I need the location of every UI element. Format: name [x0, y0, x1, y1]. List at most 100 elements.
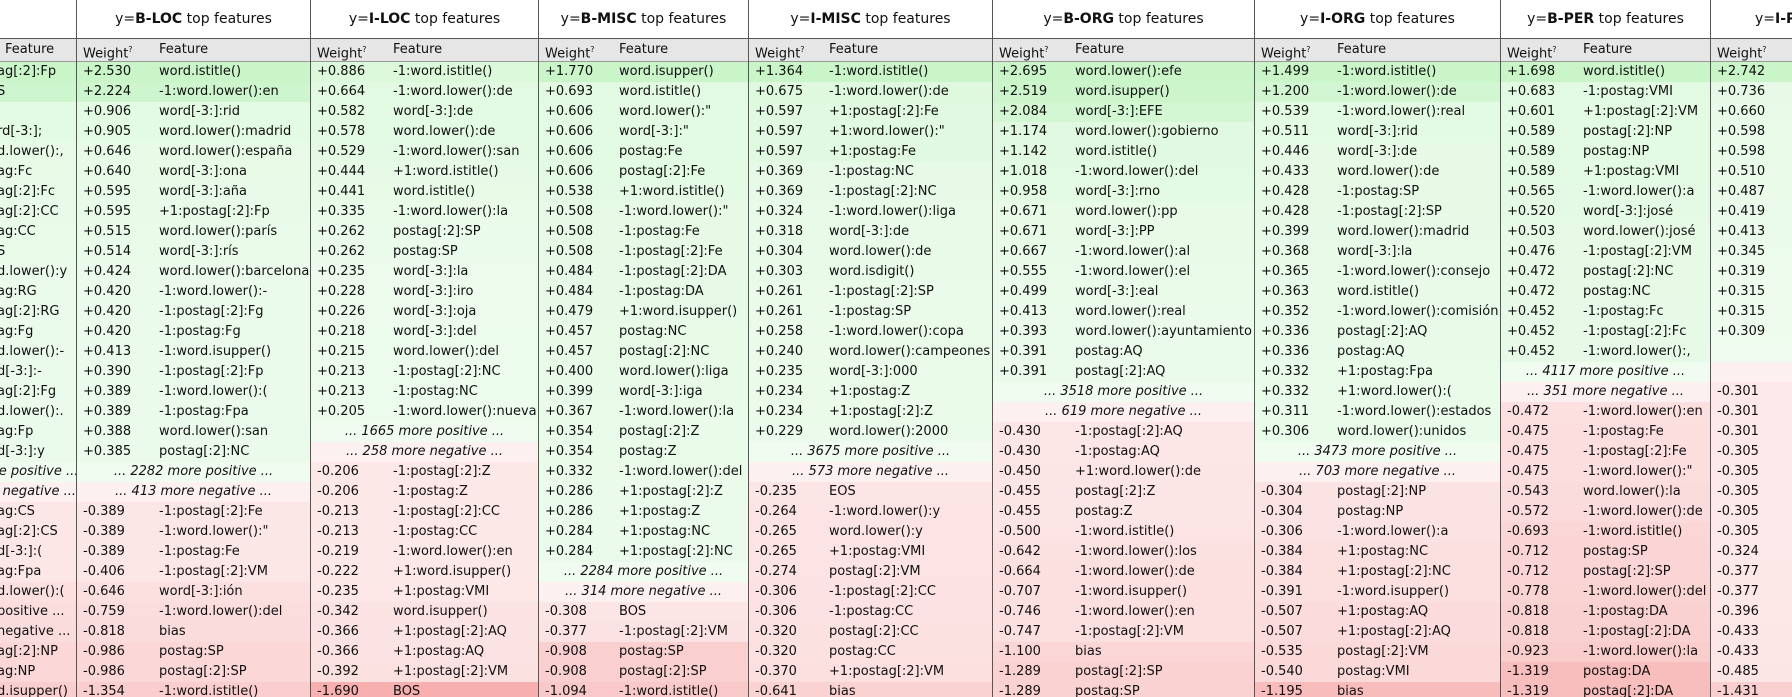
weight-cell: +2.742: [1717, 64, 1766, 79]
feature-cell: -1:postag[:2]:Fg: [159, 304, 264, 319]
feature-cell: -1:postag[:2]:SP: [829, 284, 934, 299]
feature-cell: word.lower():pp: [1075, 204, 1178, 219]
weight-column-header[interactable]: Weight?: [999, 45, 1049, 62]
feature-cell: +1:postag:NC: [619, 524, 711, 539]
feature-cell: -1:postag[:2]:VM: [619, 624, 728, 639]
feature-cell: -1:word.isupper(): [159, 344, 272, 359]
feature-row: +0.332 -1:word.lower():del: [539, 462, 748, 482]
feature-row: +2.224 -1:word.lower():en: [77, 82, 310, 102]
feature-row: +0.332 +1:postag:Fpa: [1255, 362, 1500, 382]
weight-cell: +0.318: [755, 224, 804, 239]
feature-cell: -1:postag[:2]:Fe: [159, 504, 263, 519]
feature-column-header: Feature: [1337, 42, 1387, 57]
feature-row: -1.319 postag:DA: [1501, 662, 1710, 682]
weight-column-header[interactable]: Weight?: [545, 45, 595, 62]
weight-column-header[interactable]: Weight?: [83, 45, 133, 62]
weight-cell: +0.508: [545, 244, 594, 259]
feature-row: +0.589 postag:NP: [1501, 142, 1710, 162]
feature-cell: -1:word.lower():del: [619, 464, 743, 479]
weight-column-header[interactable]: Weight?: [1717, 45, 1767, 62]
table-header: Weight? Feature: [77, 39, 310, 62]
help-icon[interactable]: ?: [1552, 45, 1557, 54]
feature-row: +0.582 word[-3:]:de: [311, 102, 538, 122]
feature-row: d.lower():y: [0, 262, 76, 282]
feature-cell: postag[:2]:SP: [159, 664, 247, 679]
feature-cell: -1:postag:Fe: [1583, 424, 1664, 439]
feature-cell: -1:word.lower():copa: [829, 324, 964, 339]
help-icon[interactable]: ?: [1044, 45, 1049, 54]
weight-column-header[interactable]: Weight?: [755, 45, 805, 62]
feature-row: +0.476 -1:postag[:2]:VM: [1501, 242, 1710, 262]
feature-row: +0.365 -1:word.lower():consejo: [1255, 262, 1500, 282]
feature-table-i-misc: y=I-MISC top features Weight? Feature +1.36…: [748, 0, 992, 697]
weight-cell: -0.543: [1507, 484, 1549, 499]
feature-row: +0.589 postag[:2]:NP: [1501, 122, 1710, 142]
feature-row: -0.818 -1:postag[:2]:DA: [1501, 622, 1710, 642]
feature-row: -0.324: [1711, 542, 1792, 562]
feature-cell: word.isdigit(): [829, 264, 915, 279]
help-icon[interactable]: ?: [800, 45, 805, 54]
feature-row: d.lower():.: [0, 402, 76, 422]
feature-row: +2.530 word.istitle(): [77, 62, 310, 82]
weight-cell: +0.336: [1261, 344, 1310, 359]
feature-row: +0.597 +1:word.lower():": [749, 122, 992, 142]
feature-row: -0.264 -1:word.lower():y: [749, 502, 992, 522]
weight-cell: +0.420: [83, 284, 132, 299]
feature-cell: -1:postag:Fe: [619, 224, 700, 239]
feature-cell: [1785, 222, 1792, 242]
feature-cell: v: [1785, 522, 1792, 542]
feature-cell: -1:postag:DA: [619, 284, 704, 299]
feature-cell: word.lower():de: [1337, 164, 1440, 179]
feature-row: -0.712 postag[:2]:SP: [1501, 562, 1710, 582]
title-label: B-PER: [1547, 11, 1595, 27]
weight-cell: -0.646: [83, 584, 125, 599]
weight-cell: +0.420: [83, 304, 132, 319]
weight-cell: +0.303: [755, 264, 804, 279]
feature-row: -0.642 -1:word.lower():los: [993, 542, 1254, 562]
feature-column-header: Feature: [5, 42, 55, 57]
weight-cell: +0.597: [755, 124, 804, 139]
weight-cell: -0.433: [1717, 624, 1759, 639]
weight-column-header[interactable]: Weight?: [317, 45, 367, 62]
feature-cell: -1:word.lower():,: [1583, 344, 1691, 359]
title-prefix: y=: [1527, 11, 1548, 27]
weight-column-header[interactable]: Weight?: [1261, 45, 1311, 62]
weight-cell: +0.446: [1261, 144, 1310, 159]
weight-column-header[interactable]: Weight?: [1507, 45, 1557, 62]
weight-cell: -0.818: [83, 624, 125, 639]
weight-cell: +0.385: [83, 444, 132, 459]
feature-cell: word[-3:]:de: [393, 104, 474, 119]
feature-row: +0.457 postag[:2]:NC: [539, 342, 748, 362]
feature-cell: -1:word.istitle(): [1583, 524, 1683, 539]
feature-row: -1.431: [1711, 682, 1792, 697]
feature-row: +0.363 word.istitle(): [1255, 282, 1500, 302]
feature-cell: postag:NC: [619, 324, 687, 339]
weight-cell: -0.306: [755, 604, 797, 619]
weight-cell: +0.413: [83, 344, 132, 359]
feature-cell: postag:AQ: [1337, 344, 1405, 359]
feature-row: +0.345: [1711, 242, 1792, 262]
feature-cell: -1:word.isupper(): [1337, 584, 1450, 599]
table-header: Weight? Feature: [1255, 39, 1500, 62]
help-icon[interactable]: ?: [590, 45, 595, 54]
weight-cell: +0.476: [1507, 244, 1556, 259]
feature-cell: [1785, 162, 1792, 182]
feature-cell: postag[:2]:DA: [1583, 684, 1674, 697]
help-icon[interactable]: ?: [1306, 45, 1311, 54]
feature-row: +2.084 word[-3:]:EFE: [993, 102, 1254, 122]
feature-cell: -1:postag[:2]:VM: [1075, 624, 1184, 639]
feature-cell: +1:postag[:2]:Z: [619, 484, 723, 499]
weight-cell: +0.311: [1261, 404, 1310, 419]
feature-cell: -1:postag:Fg: [159, 324, 241, 339]
help-icon[interactable]: ?: [362, 45, 367, 54]
feature-cell: word.lower():san: [159, 424, 269, 439]
more-positive-summary: ... 3675 more positive ...: [749, 442, 992, 462]
feature-cell: +1:postag:AQ: [393, 644, 485, 659]
feature-row: +0.520 word[-3:]:josé: [1501, 202, 1710, 222]
feature-cell: ag:Fc: [0, 164, 33, 179]
table-header: Weight? Feature: [1501, 39, 1710, 62]
weight-cell: +0.660: [1717, 104, 1766, 119]
help-icon[interactable]: ?: [1762, 45, 1767, 54]
help-icon[interactable]: ?: [128, 45, 133, 54]
feature-row: -0.433: [1711, 622, 1792, 642]
